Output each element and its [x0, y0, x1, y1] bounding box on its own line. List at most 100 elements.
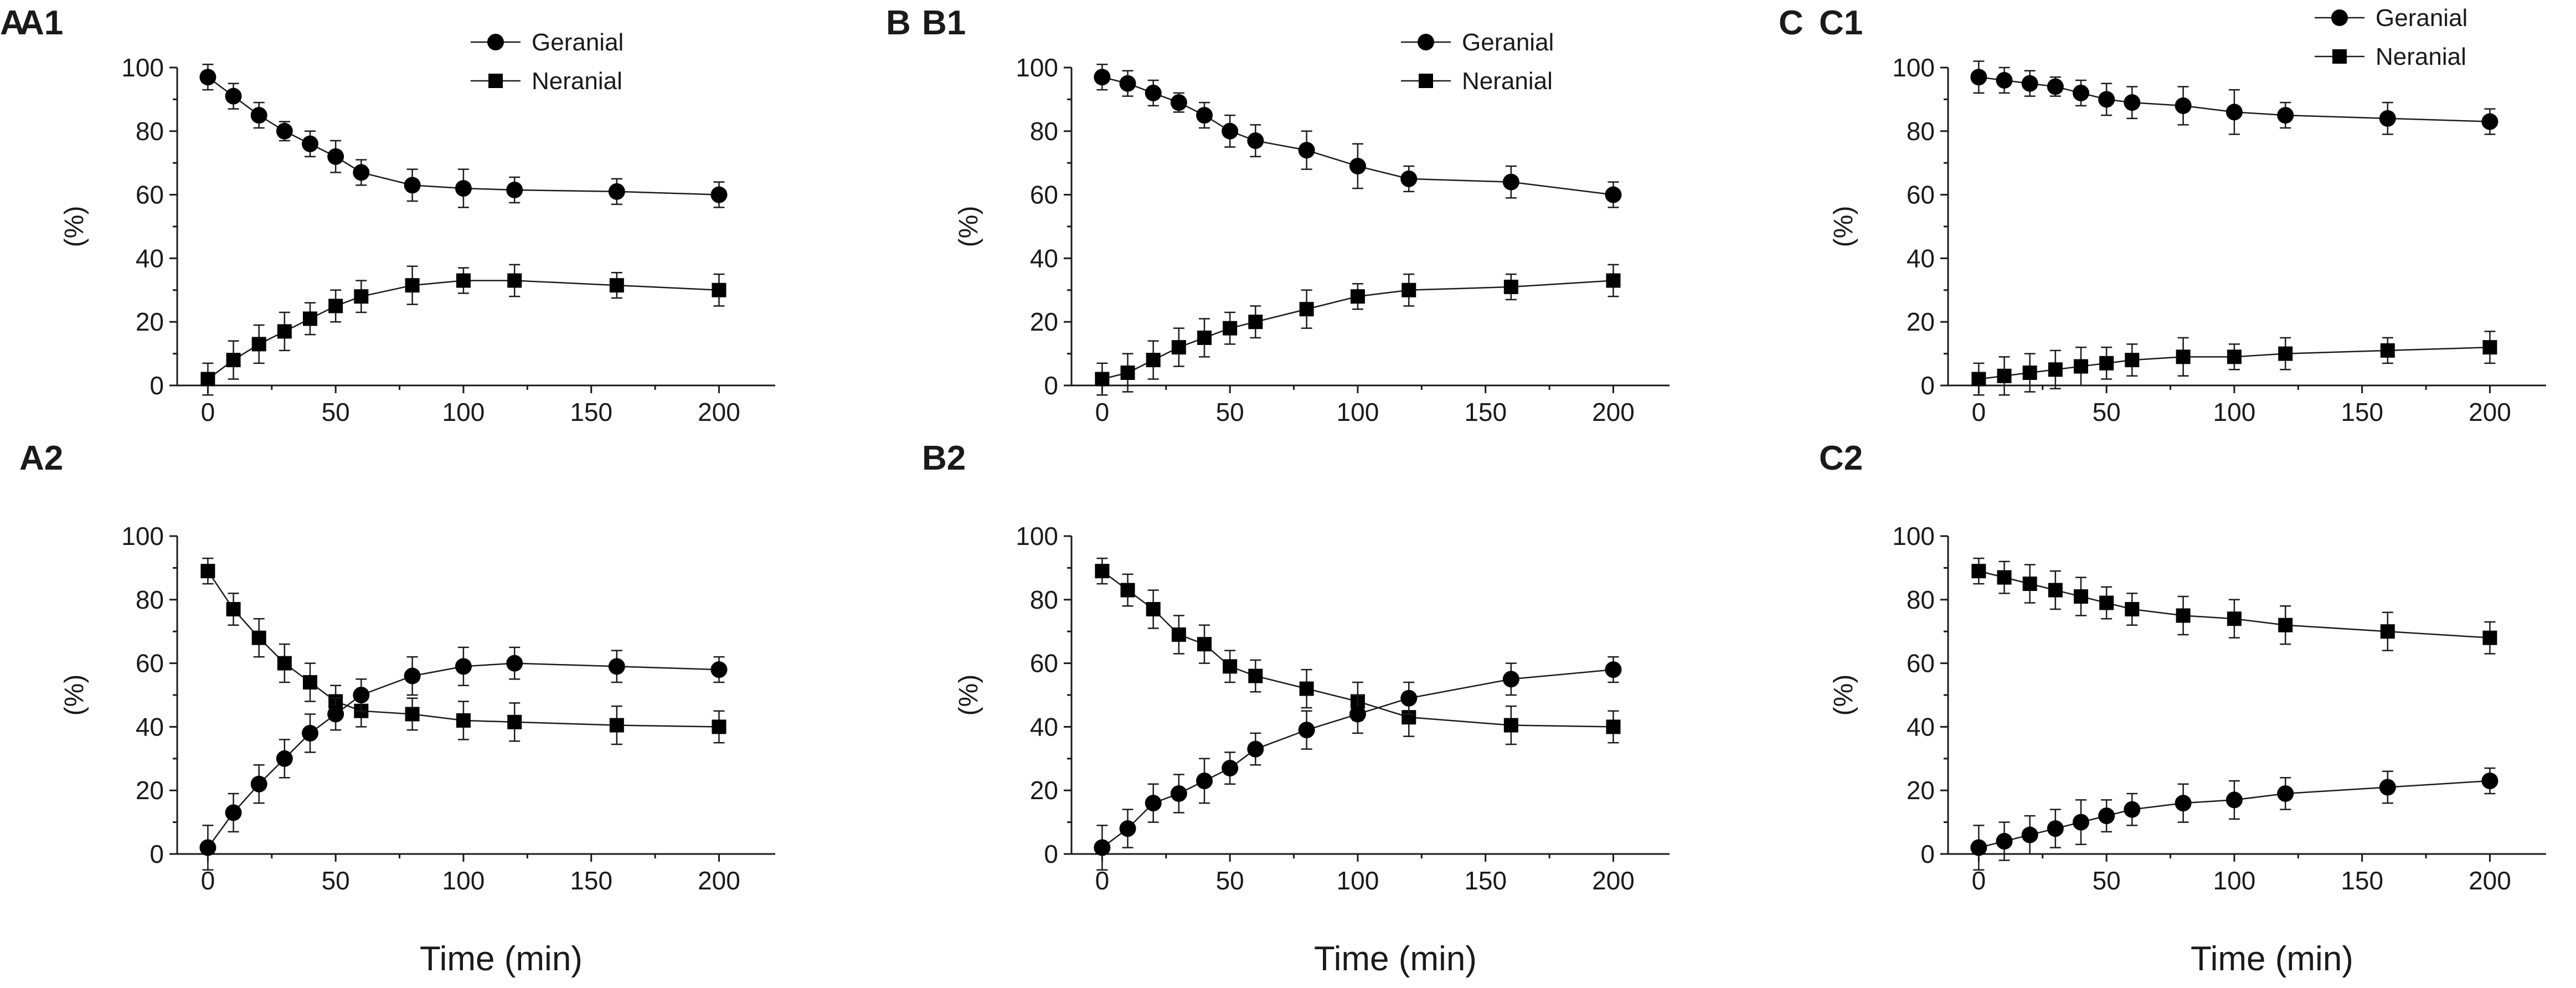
data-point-geranial	[1119, 820, 1136, 837]
data-point-neranial	[200, 564, 215, 579]
data-point-neranial	[2278, 618, 2293, 632]
data-point-neranial	[456, 713, 471, 728]
data-point-neranial	[609, 718, 624, 733]
panel-letter-a: A	[0, 4, 25, 42]
data-point-neranial	[2176, 608, 2191, 623]
data-point-neranial	[2125, 602, 2140, 617]
data-point-geranial	[1996, 71, 2013, 89]
x-axis-label-b: Time (min)	[1314, 940, 1477, 978]
data-point-neranial	[507, 273, 522, 288]
x-tick-label: 150	[2341, 398, 2383, 426]
axis-frame	[176, 536, 775, 855]
data-point-neranial	[1503, 280, 1518, 295]
data-point-geranial	[455, 180, 472, 197]
y-tick-label: 40	[1030, 712, 1058, 741]
data-point-geranial	[1145, 84, 1162, 101]
x-tick-label: 200	[698, 398, 740, 426]
y-tick-label: 80	[1030, 585, 1058, 614]
data-point-neranial	[1146, 602, 1161, 617]
data-point-neranial	[1971, 372, 1986, 387]
x-axis-label-a: Time (min)	[420, 940, 583, 978]
data-point-neranial	[2482, 340, 2497, 355]
data-point-geranial	[1222, 122, 1239, 140]
data-point-geranial	[1119, 75, 1136, 92]
data-point-geranial	[2047, 820, 2064, 837]
data-point-geranial	[1196, 107, 1213, 124]
data-point-geranial	[1970, 839, 1987, 856]
x-tick-label: 50	[1216, 398, 1244, 426]
data-point-neranial	[2227, 349, 2242, 364]
data-point-geranial	[2379, 110, 2396, 127]
data-point-geranial	[608, 183, 625, 200]
axis-frame	[1947, 536, 2546, 855]
data-point-geranial	[1170, 94, 1187, 111]
data-point-geranial	[276, 750, 293, 767]
x-tick-label: 50	[2093, 398, 2121, 426]
panel-label-a1: A1	[19, 4, 63, 42]
data-point-neranial	[1146, 353, 1161, 368]
data-point-geranial	[1605, 661, 1622, 678]
panel-label-a2: A2	[19, 439, 63, 477]
x-tick-label: 50	[2093, 866, 2121, 895]
data-point-neranial	[1503, 718, 1518, 733]
data-point-neranial	[2022, 577, 2037, 591]
data-point-geranial	[1298, 722, 1315, 739]
data-point-neranial	[1971, 564, 1986, 579]
data-point-geranial	[199, 69, 217, 86]
data-point-neranial	[226, 353, 241, 368]
data-point-geranial	[302, 135, 318, 152]
x-tick-label: 150	[570, 398, 612, 426]
data-point-neranial	[2227, 611, 2242, 626]
data-point-neranial	[354, 289, 369, 304]
data-point-neranial	[328, 299, 343, 313]
data-point-geranial	[1247, 132, 1264, 150]
data-point-geranial	[506, 655, 523, 672]
data-point-neranial	[1997, 570, 2012, 585]
y-tick-label: 100	[1016, 522, 1058, 550]
data-point-neranial	[200, 372, 215, 387]
data-point-geranial	[2124, 94, 2141, 111]
data-point-geranial	[2098, 91, 2115, 108]
y-tick-label: 80	[136, 117, 164, 146]
data-point-neranial	[405, 278, 420, 293]
data-point-geranial	[1400, 689, 1418, 707]
y-tick-label: 60	[1907, 181, 1935, 209]
y-tick-label: 0	[150, 371, 164, 400]
chart-b2: B2 0 20 40 60 80 100 0 50 100 150 200 (%)	[922, 439, 1670, 895]
data-point-neranial	[2176, 349, 2191, 364]
chart-b1: B1 0 20 40 60 80 100 0 50 100 150 200 (%) Geranial Ner…	[922, 4, 1670, 426]
y-tick-label: 0	[1920, 371, 1935, 400]
data-point-neranial	[2482, 630, 2497, 645]
y-tick-label: 100	[1892, 522, 1935, 550]
x-tick-label: 100	[2213, 866, 2256, 895]
data-point-geranial	[2225, 791, 2243, 809]
x-tick-label: 150	[2341, 866, 2383, 895]
data-point-geranial	[1349, 157, 1366, 174]
y-axis-label: (%)	[954, 206, 983, 248]
y-tick-label: 0	[1920, 840, 1935, 868]
data-point-geranial	[327, 706, 344, 723]
x-tick-label: 150	[570, 866, 612, 895]
data-point-geranial	[710, 661, 728, 678]
data-point-neranial	[251, 630, 266, 645]
x-tick-label: 200	[698, 866, 740, 895]
y-tick-label: 100	[1016, 53, 1058, 82]
data-point-neranial	[2278, 346, 2293, 361]
panel-label-b1: B1	[922, 4, 966, 42]
data-point-geranial	[225, 88, 242, 105]
axis-frame	[1947, 68, 2546, 387]
data-point-geranial	[1145, 795, 1162, 812]
data-point-neranial	[1171, 627, 1186, 642]
data-point-neranial	[1606, 719, 1621, 734]
data-point-neranial	[1120, 583, 1135, 598]
data-point-neranial	[2099, 595, 2114, 610]
y-tick-label: 40	[1030, 244, 1058, 272]
legend-marker-neranial	[2332, 49, 2347, 64]
data-point-neranial	[1248, 668, 1263, 683]
y-tick-label: 100	[1892, 53, 1935, 82]
x-tick-label: 0	[201, 398, 215, 426]
y-tick-label: 60	[136, 181, 164, 209]
data-point-geranial	[199, 839, 217, 856]
data-point-neranial	[2048, 583, 2063, 598]
data-point-geranial	[2175, 795, 2192, 812]
